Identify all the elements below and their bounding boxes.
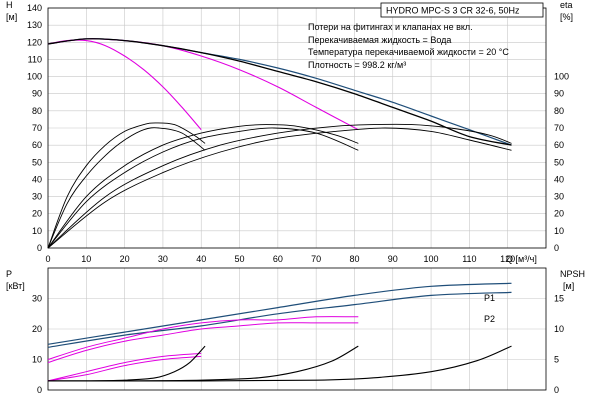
- x-tick-label: 110: [462, 254, 476, 264]
- top-right-tick-label: 100: [554, 72, 569, 82]
- x-tick-label: 120: [500, 254, 515, 264]
- x-axis-label: Q [м³/ч]: [506, 254, 537, 264]
- x-tick-label: 10: [81, 254, 91, 264]
- bottom-y-tick-label: 10: [32, 355, 42, 365]
- top-y-axis-unit: [м]: [6, 12, 17, 22]
- bottom-y-axis-name: P: [6, 269, 12, 279]
- top-y-tick-label: 80: [32, 106, 42, 116]
- x-tick-label: 50: [235, 254, 245, 264]
- bottom-series-line-system-1: [47, 291, 512, 348]
- x-tick-label: 90: [388, 254, 398, 264]
- top-series-line-eta-7: [47, 127, 359, 249]
- title-box: [380, 2, 544, 18]
- x-tick-label: 0: [45, 254, 50, 264]
- top-y-tick-label: 10: [32, 226, 42, 236]
- top-right-tick-label: 30: [554, 192, 564, 202]
- top-y-tick-label: 40: [32, 174, 42, 184]
- x-tick-label: 70: [311, 254, 321, 264]
- bottom-y-axis-unit: [кВт]: [6, 281, 25, 291]
- top-y-tick-label: 130: [27, 20, 42, 30]
- bottom-series-group: [47, 282, 512, 382]
- top-y-tick-label: 70: [32, 123, 42, 133]
- top-series-line-eta-5: [47, 127, 206, 249]
- note-fittings: Потери на фитингах и клапанах не вкл.: [308, 22, 473, 32]
- bottom-series-line-eta-5: [47, 355, 202, 382]
- bottom-series-line-eta-4: [47, 352, 202, 382]
- bottom-series-line-system-0: [47, 282, 512, 345]
- series-label-p2: P2: [484, 314, 495, 324]
- note-liquid: Перекачиваемая жидкость = Вода: [308, 35, 451, 45]
- x-tick-label: 20: [120, 254, 130, 264]
- x-tick-label: 60: [273, 254, 283, 264]
- top-right-tick-label: 90: [554, 89, 564, 99]
- bottom-plot-frame: [47, 267, 547, 391]
- top-series-line-eta-6: [47, 124, 359, 249]
- top-right-tick-label: 60: [554, 140, 564, 150]
- top-y-tick-label: 110: [28, 54, 42, 64]
- bottom-y-tick-label: 0: [37, 385, 42, 395]
- top-series-group: [47, 38, 512, 249]
- top-y-tick-label: 120: [27, 37, 42, 47]
- bottom-series-line-eta-3: [47, 322, 359, 364]
- top-plot-frame: [47, 7, 547, 249]
- top-right-tick-label: 50: [554, 157, 564, 167]
- top-right-axis-unit: [%]: [560, 12, 573, 22]
- top-right-tick-label: 40: [554, 174, 564, 184]
- top-y-tick-label: 100: [27, 72, 42, 82]
- note-temperature: Температура перекачиваемой жидкости = 20…: [308, 47, 509, 57]
- top-right-tick-label: 10: [554, 226, 564, 236]
- top-right-tick-label: 70: [554, 123, 564, 133]
- bottom-grid: [47, 267, 547, 391]
- bottom-right-tick-label: 5: [554, 355, 559, 365]
- bottom-y-tick-label: 20: [32, 324, 42, 334]
- top-series-line-head-3-3: [47, 38, 512, 146]
- bottom-y-tick-label: 30: [32, 294, 42, 304]
- top-y-tick-label: 20: [32, 209, 42, 219]
- bottom-series-line-eta-2: [47, 316, 359, 360]
- bottom-right-axis-unit: [м]: [563, 281, 574, 291]
- top-y-tick-label: 140: [27, 3, 42, 13]
- bottom-right-tick-label: 0: [554, 385, 559, 395]
- top-right-axis-name: eta: [560, 0, 573, 10]
- top-y-tick-label: 30: [32, 192, 42, 202]
- top-y-axis-name: H: [6, 0, 13, 10]
- top-y-tick-label: 90: [32, 89, 42, 99]
- top-y-tick-label: 60: [32, 140, 42, 150]
- top-right-tick-label: 0: [554, 243, 559, 253]
- series-label-p1: P1: [484, 293, 495, 303]
- bottom-right-tick-label: 15: [554, 294, 564, 304]
- bottom-series-line-npsh-8: [47, 345, 512, 382]
- bottom-right-axis-name: NPSH: [560, 269, 585, 279]
- x-tick-label: 80: [349, 254, 359, 264]
- top-series-line-eta-4: [47, 122, 206, 249]
- top-right-tick-label: 80: [554, 106, 564, 116]
- top-y-tick-label: 50: [32, 157, 42, 167]
- x-tick-label: 30: [158, 254, 168, 264]
- top-series-line-eta-9: [47, 127, 512, 249]
- bottom-right-tick-label: 10: [554, 324, 564, 334]
- note-density: Плотность = 998.2 кг/м³: [308, 60, 406, 70]
- x-tick-label: 100: [424, 254, 439, 264]
- top-right-tick-label: 20: [554, 209, 564, 219]
- top-series-line-eta-8: [47, 123, 512, 249]
- x-tick-label: 40: [196, 254, 206, 264]
- top-y-tick-label: 0: [37, 243, 42, 253]
- chart-title: HYDRO MPC-S 3 CR 32-6, 50Hz: [386, 6, 520, 16]
